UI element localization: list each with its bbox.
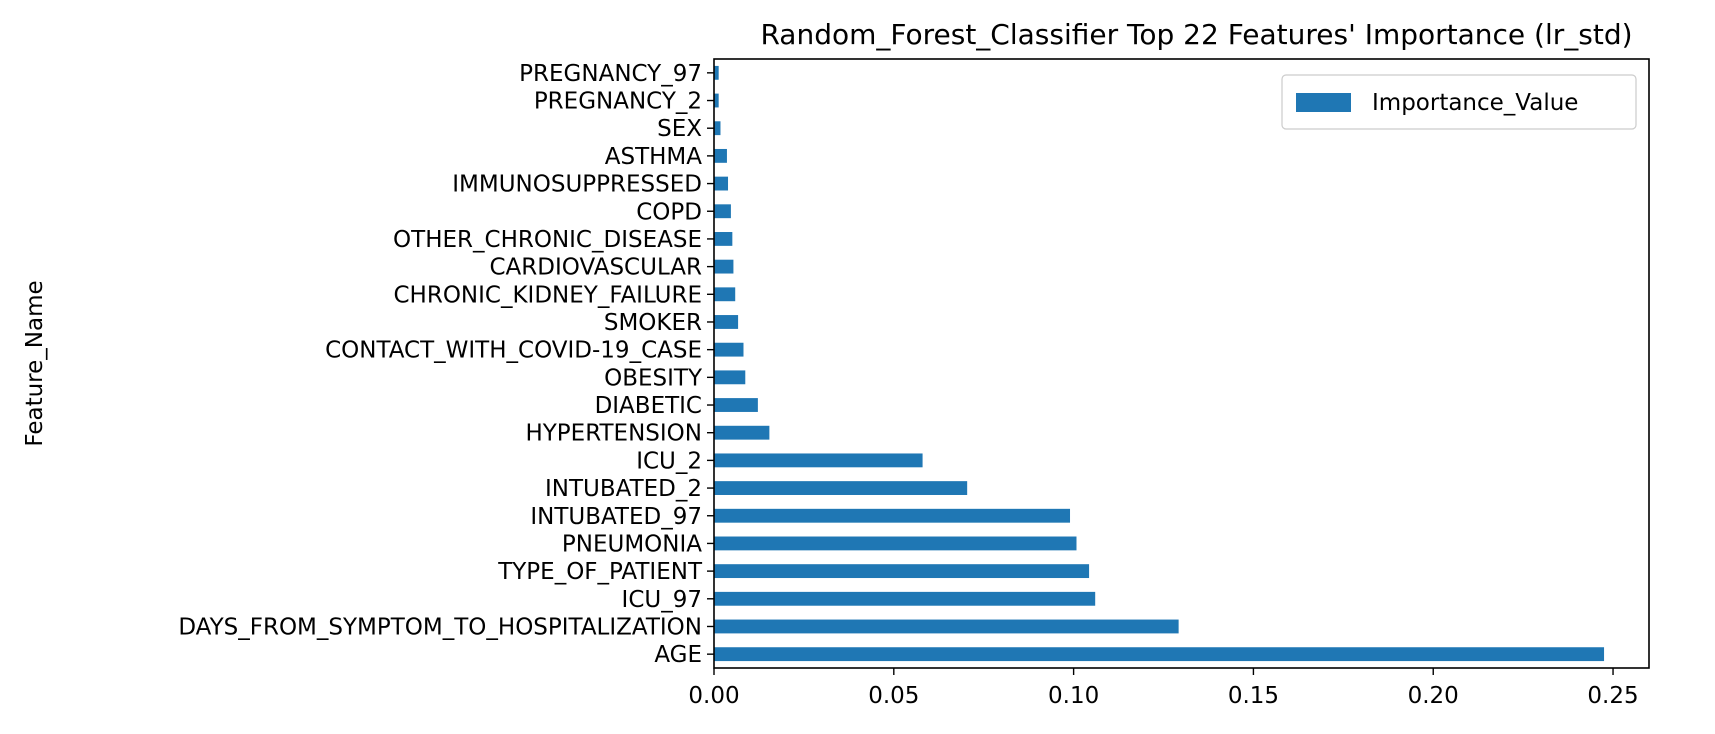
bar-sex [714,121,721,136]
y-axis-label: Feature_Name [22,280,48,446]
bar-smoker [714,315,739,329]
x-tick-label: 0.15 [1228,683,1279,709]
plot-frame [713,58,1650,669]
y-tick-label: TYPE_OF_PATIENT [497,559,703,585]
y-tick-label: SMOKER [604,310,702,336]
bar-immunosuppressed [714,176,729,191]
y-tick-label: PREGNANCY_97 [519,61,702,87]
y-ticks-group: AGEDAYS_FROM_SYMPTOM_TO_HOSPITALIZATIONI… [178,61,714,668]
bar-pregnancy-2 [714,93,719,108]
x-tick-label: 0.05 [868,683,919,709]
bar-copd [714,204,731,219]
bar-icu-2 [714,453,923,468]
y-tick-label: ICU_2 [636,448,702,474]
x-tick-label: 0.20 [1408,683,1459,709]
x-tick-label: 0.25 [1587,683,1638,709]
bar-pregnancy-97 [714,65,719,80]
legend: Importance_Value [1281,74,1637,130]
y-tick-label: AGE [654,642,702,668]
y-tick-label: ICU_97 [622,587,702,613]
y-tick-label: INTUBATED_2 [545,476,702,502]
bar-pneumonia [714,536,1077,551]
bar-days-from-symptom-to-hospitalization [714,619,1179,634]
chart-title: Random_Forest_Classifier Top 22 Features… [760,18,1632,51]
bars-group [714,65,1605,662]
legend-swatch [1296,93,1351,112]
bar-icu-97 [714,591,1096,606]
y-tick-label: CONTACT_WITH_COVID-19_CASE [325,338,702,364]
bar-diabetic [714,398,758,412]
y-tick-label: IMMUNOSUPPRESSED [452,172,702,198]
y-tick-label: OTHER_CHRONIC_DISEASE [393,227,702,253]
y-tick-label: OBESITY [604,365,703,391]
bar-type-of-patient [714,564,1090,579]
bar-chronic-kidney-failure [714,287,736,302]
y-tick-label: PNEUMONIA [562,531,702,557]
bar-other-chronic-disease [714,232,733,246]
y-tick-label: DAYS_FROM_SYMPTOM_TO_HOSPITALIZATION [178,614,702,640]
y-tick-label: COPD [636,199,702,225]
y-tick-label: INTUBATED_97 [530,504,702,530]
x-ticks-group: 0.00 0.05 0.10 0.15 0.20 0.25 [688,668,1639,709]
y-tick-label: PREGNANCY_2 [534,89,702,115]
x-tick-label: 0.00 [688,683,739,709]
y-tick-label: ASTHMA [605,144,703,170]
bar-contact-with-covid-19-case [714,342,744,357]
bar-obesity [714,370,746,385]
legend-box [1281,74,1637,130]
y-tick-label: DIABETIC [595,393,702,419]
y-tick-label: CHRONIC_KIDNEY_FAILURE [393,282,702,308]
bar-hypertension [714,425,770,440]
bar-intubated-2 [714,481,968,495]
legend-label: Importance_Value [1372,90,1578,116]
x-tick-label: 0.10 [1048,683,1099,709]
bar-age [714,647,1605,662]
bar-cardiovascular [714,259,734,274]
y-tick-label: CARDIOVASCULAR [489,255,702,281]
bar-asthma [714,148,727,163]
bar-intubated-97 [714,508,1071,523]
y-tick-label: SEX [657,116,702,142]
y-tick-label: HYPERTENSION [525,421,702,447]
